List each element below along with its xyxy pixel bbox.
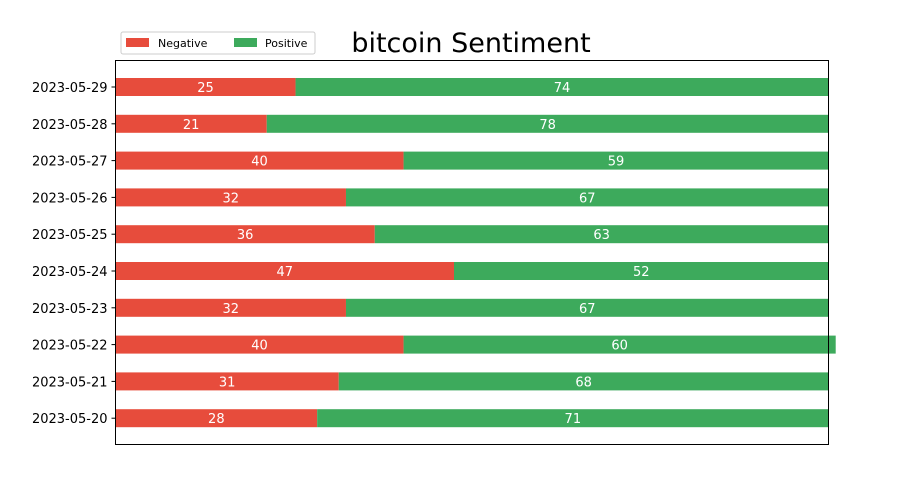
bar-label-negative-2023-05-23: 32 [222, 302, 239, 317]
y-tick-label-2023-05-29: 2023-05-29 [32, 81, 108, 96]
y-tick-label-2023-05-20: 2023-05-20 [32, 412, 108, 427]
y-tick-label-2023-05-21: 2023-05-21 [32, 375, 108, 390]
bar-positive-2023-05-23 [345, 298, 829, 317]
bar-label-negative-2023-05-24: 47 [276, 265, 293, 280]
legend-swatch-positive [234, 38, 257, 47]
legend-label-negative: Negative [158, 37, 208, 50]
legend-box [120, 31, 316, 55]
bar-negative-2023-05-29 [115, 78, 296, 96]
bar-positive-2023-05-21 [338, 372, 829, 391]
plot-frame [115, 60, 829, 445]
y-tick-label-2023-05-24: 2023-05-24 [32, 265, 108, 280]
bar-label-positive-2023-05-25: 63 [593, 228, 610, 243]
bar-positive-2023-05-24 [453, 262, 829, 280]
legend: Negative Positive [120, 31, 316, 55]
bar-label-positive-2023-05-27: 59 [608, 155, 625, 170]
bar-negative-2023-05-24 [115, 262, 454, 280]
bar-label-positive-2023-05-23: 67 [579, 302, 596, 317]
bar-negative-2023-05-28 [115, 114, 267, 133]
y-tick-label-2023-05-28: 2023-05-28 [32, 118, 108, 133]
bar-label-positive-2023-05-24: 52 [633, 265, 650, 280]
bar-negative-2023-05-22 [115, 335, 404, 354]
bar-positive-2023-05-28 [266, 114, 829, 133]
bar-negative-2023-05-25 [115, 225, 375, 244]
legend-label-positive: Positive [265, 37, 308, 50]
bar-positive-2023-05-27 [403, 151, 829, 170]
chart-title: bitcoin Sentiment [351, 28, 590, 59]
y-tick-label-2023-05-27: 2023-05-27 [32, 155, 108, 170]
bar-label-negative-2023-05-29: 25 [197, 81, 214, 96]
bar-positive-2023-05-26 [345, 188, 829, 207]
y-tick-label-2023-05-25: 2023-05-25 [32, 228, 108, 243]
bar-negative-2023-05-21 [115, 372, 339, 391]
y-tick-label-2023-05-26: 2023-05-26 [32, 191, 108, 206]
bar-negative-2023-05-26 [115, 188, 346, 207]
bar-label-positive-2023-05-29: 74 [554, 81, 571, 96]
bar-positive-2023-05-22 [403, 335, 836, 354]
bar-negative-2023-05-27 [115, 151, 404, 170]
bar-positive-2023-05-20 [317, 409, 829, 428]
bar-label-positive-2023-05-26: 67 [579, 191, 596, 206]
legend-swatch-negative [126, 38, 149, 47]
bars: 25 74 21 78 40 59 32 67 36 63 47 52 32 67 40 60 31 68 28 71 [115, 78, 836, 428]
y-axis-ticks: 2023-05-29 2023-05-28 2023-05-27 2023-05-26… [32, 81, 116, 427]
bar-label-negative-2023-05-25: 36 [237, 228, 254, 243]
bar-negative-2023-05-20 [115, 409, 318, 428]
bar-label-positive-2023-05-22: 60 [611, 339, 628, 354]
y-tick-label-2023-05-22: 2023-05-22 [32, 339, 108, 354]
bar-negative-2023-05-23 [115, 298, 346, 317]
bar-positive-2023-05-29 [295, 78, 829, 96]
bar-label-positive-2023-05-28: 78 [539, 118, 556, 133]
bar-label-negative-2023-05-20: 28 [208, 412, 225, 427]
y-tick-label-2023-05-23: 2023-05-23 [32, 302, 108, 317]
bar-label-negative-2023-05-22: 40 [251, 339, 268, 354]
bar-label-negative-2023-05-26: 32 [222, 191, 239, 206]
bar-label-negative-2023-05-21: 31 [219, 375, 236, 390]
bar-label-negative-2023-05-28: 21 [183, 118, 200, 133]
bar-label-negative-2023-05-27: 40 [251, 155, 268, 170]
bar-label-positive-2023-05-21: 68 [575, 375, 592, 390]
bar-label-positive-2023-05-20: 71 [565, 412, 582, 427]
bar-positive-2023-05-25 [374, 225, 829, 244]
